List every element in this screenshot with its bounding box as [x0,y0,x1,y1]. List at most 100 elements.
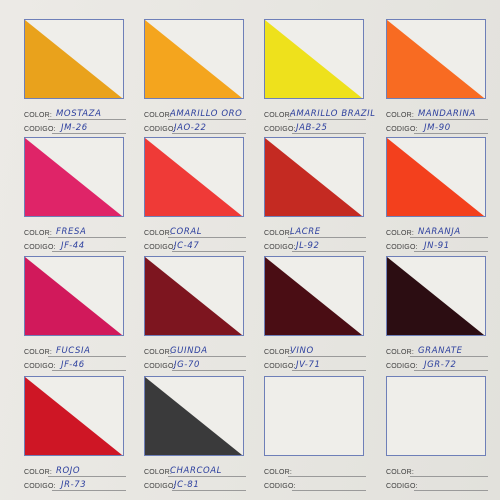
code-label: CODIGO: [24,244,56,251]
handwritten-color-code: JR-73 [61,480,87,490]
fabric-swatch [387,257,485,335]
color-label: COLOR: [144,230,173,237]
color-field: COLOR: [386,465,488,477]
handwritten-color-code: JG-70 [174,360,200,370]
color-label: COLOR: [386,112,415,119]
handwritten-color-code: JF-46 [61,360,85,370]
swatch-box [386,19,486,99]
code-field: CODIGO: JGR-72 [386,359,488,371]
handwritten-color-name: GRANATE [418,346,463,356]
color-field: COLOR: CORAL [144,226,246,238]
write-in-line [52,251,126,252]
write-in-line [288,476,366,477]
fabric-swatch-triangle [387,257,485,335]
write-in-line [172,251,246,252]
color-label: COLOR: [264,349,293,356]
swatch-box [144,19,244,99]
code-label: CODIGO: [386,483,418,490]
color-label: COLOR: [144,349,173,356]
handwritten-color-name: LACRE [290,227,321,237]
code-field: CODIGO: JL-92 [264,240,366,252]
swatch-box [264,19,364,99]
color-field: COLOR: CHARCOAL [144,465,246,477]
color-field: COLOR: MANDARINA [386,108,488,120]
write-in-line [414,490,488,491]
write-in-line [52,133,126,134]
write-in-line [410,119,488,120]
swatch-card: COLOR: CODIGO: [264,376,366,492]
code-field: CODIGO: JN-91 [386,240,488,252]
handwritten-color-code: JC-47 [174,241,200,251]
swatch-card: COLOR: MOSTAZA CODIGO: JM-26 [24,19,126,135]
color-field: COLOR: LACRE [264,226,366,238]
handwritten-color-code: JN-91 [424,241,450,251]
write-in-line [288,119,366,120]
fabric-swatch [265,257,363,335]
color-field: COLOR: ROJO [24,465,126,477]
write-in-line [168,237,246,238]
code-label: CODIGO: [144,244,176,251]
handwritten-color-name: MOSTAZA [56,109,102,119]
fabric-swatch-triangle [387,138,485,216]
fabric-swatch-triangle [387,20,485,98]
write-in-line [288,237,366,238]
handwritten-color-name: FRESA [56,227,87,237]
fabric-swatch [145,257,243,335]
color-label: COLOR: [386,230,415,237]
code-label: CODIGO: [386,244,418,251]
fabric-swatch [265,20,363,98]
swatch-box [144,376,244,456]
fabric-swatch [145,138,243,216]
code-label: CODIGO: [24,483,56,490]
handwritten-color-code: JAB-25 [296,123,328,133]
color-label: COLOR: [264,230,293,237]
swatch-card: COLOR: NARANJA CODIGO: JN-91 [386,137,488,253]
write-in-line [52,370,126,371]
code-field: CODIGO: JAB-25 [264,122,366,134]
swatch-card: COLOR: VINO CODIGO: JV-71 [264,256,366,372]
write-in-line [292,370,366,371]
handwritten-color-name: GUINDA [170,346,208,356]
write-in-line [414,251,488,252]
code-field: CODIGO: JM-26 [24,122,126,134]
swatch-box [264,137,364,217]
handwritten-color-name: FUCSIA [56,346,91,356]
color-field: COLOR: FUCSIA [24,345,126,357]
handwritten-color-code: JV-71 [296,360,321,370]
code-field: CODIGO: JC-81 [144,479,246,491]
color-label: COLOR: [24,349,53,356]
code-field: CODIGO: JM-90 [386,122,488,134]
swatch-card: COLOR: MANDARINA CODIGO: JM-90 [386,19,488,135]
write-in-line [48,356,126,357]
swatch-box [386,376,486,456]
code-field: CODIGO: JF-44 [24,240,126,252]
fabric-swatch-triangle [25,257,123,335]
swatch-box [144,256,244,336]
write-in-line [172,133,246,134]
color-field: COLOR: NARANJA [386,226,488,238]
handwritten-color-code: JF-44 [61,241,85,251]
handwritten-color-code: JGR-72 [424,360,457,370]
swatch-card: COLOR: LACRE CODIGO: JL-92 [264,137,366,253]
color-label: COLOR: [264,112,293,119]
swatch-box [386,256,486,336]
write-in-line [414,370,488,371]
write-in-line [168,476,246,477]
code-label: CODIGO: [386,363,418,370]
swatch-box [24,376,124,456]
code-field: CODIGO: JG-70 [144,359,246,371]
code-field: CODIGO: JV-71 [264,359,366,371]
write-in-line [410,476,488,477]
swatch-box [144,137,244,217]
handwritten-color-code: JM-90 [424,123,451,133]
write-in-line [292,490,366,491]
handwritten-color-name: MANDARINA [418,109,476,119]
code-field: CODIGO: [386,479,488,491]
fabric-swatch [145,20,243,98]
swatch-card: COLOR: FRESA CODIGO: JF-44 [24,137,126,253]
code-field: CODIGO: [264,479,366,491]
swatch-card: COLOR: AMARILLO ORO CODIGO: JAO-22 [144,19,246,135]
code-field: CODIGO: JC-47 [144,240,246,252]
handwritten-color-name: ROJO [56,466,81,476]
write-in-line [168,119,246,120]
